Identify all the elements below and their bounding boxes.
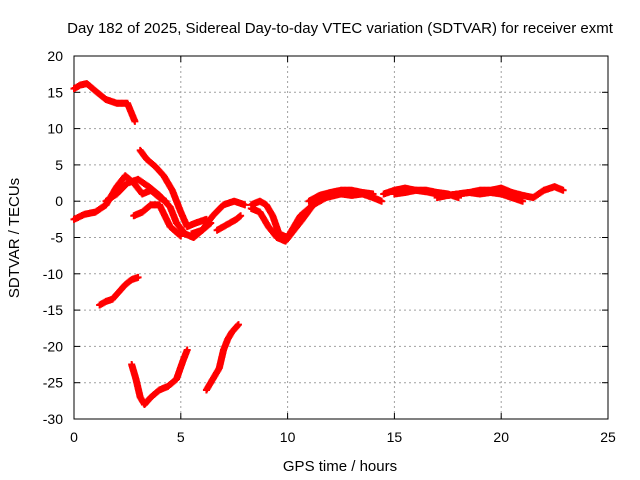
y-tick-label: 5 bbox=[55, 157, 63, 173]
plot-border bbox=[73, 55, 609, 420]
series-arc-b bbox=[136, 146, 210, 231]
series-arc-i bbox=[247, 195, 326, 241]
y-tick-label: 10 bbox=[47, 121, 63, 137]
series-arc-c bbox=[70, 172, 170, 223]
data-point bbox=[369, 190, 377, 198]
x-tick-label: 10 bbox=[280, 429, 296, 445]
series-arc-a bbox=[70, 80, 139, 125]
y-tick-label: -5 bbox=[51, 230, 64, 246]
data-point bbox=[177, 232, 185, 240]
y-tick-label: -10 bbox=[43, 266, 63, 282]
y-tick-label: 15 bbox=[47, 84, 63, 100]
data-point bbox=[378, 197, 386, 205]
x-tick-label: 25 bbox=[600, 429, 616, 445]
series-arc-n bbox=[96, 273, 142, 309]
series-arc-g bbox=[187, 197, 249, 238]
series-arc-j bbox=[305, 186, 377, 205]
data-point bbox=[131, 117, 139, 125]
data-point bbox=[183, 346, 191, 354]
y-tick-label: -20 bbox=[43, 338, 63, 354]
x-tick-labels: 0 5 10 15 20 25 bbox=[70, 429, 616, 445]
series-arc-p bbox=[202, 321, 242, 394]
series-arc-m bbox=[433, 188, 527, 205]
x-tick-label: 5 bbox=[177, 429, 185, 445]
series-arc-f bbox=[213, 212, 245, 234]
x-tick-label: 20 bbox=[493, 429, 509, 445]
data-point bbox=[237, 212, 245, 220]
y-tick-label: -15 bbox=[43, 302, 63, 318]
x-tick-label: 15 bbox=[387, 429, 403, 445]
chart-title: Day 182 of 2025, Sidereal Day-to-day VTE… bbox=[67, 20, 614, 37]
grid bbox=[74, 56, 608, 419]
data-marks bbox=[70, 80, 567, 408]
x-axis-title: GPS time / hours bbox=[283, 458, 397, 475]
series-arc-o bbox=[128, 346, 191, 408]
data-point bbox=[241, 201, 249, 209]
plot-frame bbox=[73, 55, 609, 420]
data-point bbox=[234, 321, 242, 329]
x-tick-label: 0 bbox=[70, 429, 78, 445]
data-point bbox=[134, 273, 142, 281]
y-tick-label: 0 bbox=[55, 193, 63, 209]
data-point bbox=[519, 197, 527, 205]
y-tick-labels: 20 15 10 5 0 -5 -10 -15 -20 -25 -30 bbox=[43, 48, 63, 427]
data-point bbox=[559, 186, 567, 194]
y-tick-label: -25 bbox=[43, 375, 63, 391]
y-axis-title: SDTVAR / TECUs bbox=[6, 178, 23, 298]
series-arc-e bbox=[130, 201, 185, 240]
y-tick-label: 20 bbox=[47, 48, 63, 64]
y-tick-label: -30 bbox=[43, 411, 63, 427]
